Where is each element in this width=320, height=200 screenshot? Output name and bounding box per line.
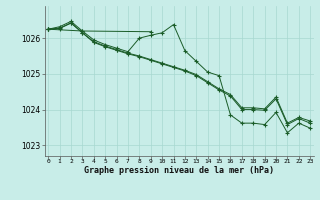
X-axis label: Graphe pression niveau de la mer (hPa): Graphe pression niveau de la mer (hPa): [84, 166, 274, 175]
